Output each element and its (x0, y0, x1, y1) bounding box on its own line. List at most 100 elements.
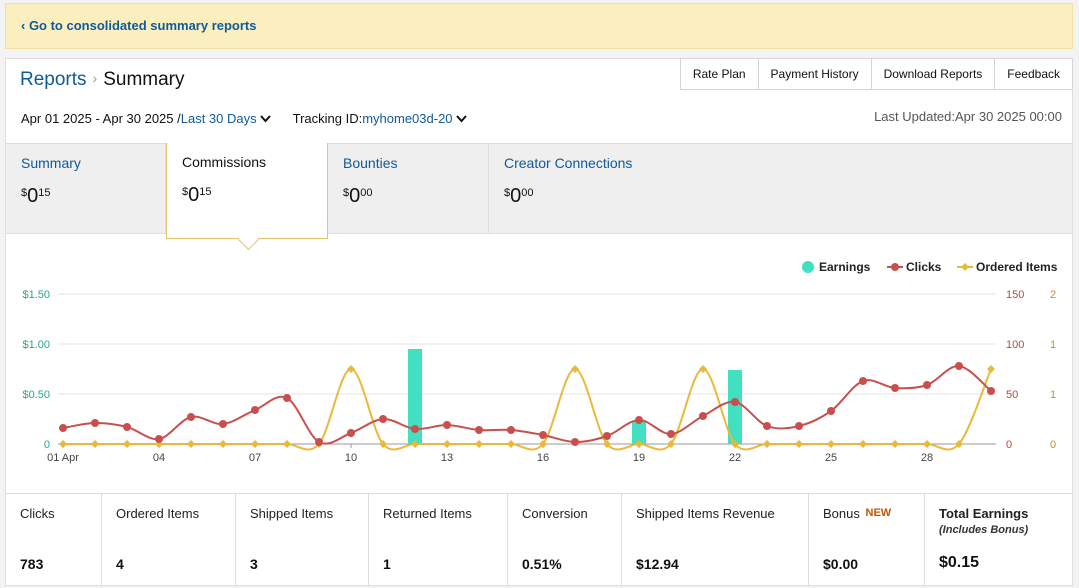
stat-returned-items: Returned Items 1 (369, 494, 508, 586)
download-reports-button[interactable]: Download Reports (870, 58, 996, 90)
stat-label: Conversion (522, 506, 588, 521)
x-axis-tick-label: 25 (825, 452, 837, 464)
clicks-point (571, 438, 579, 446)
stat-label: Clicks (20, 506, 55, 521)
report-toolbar: Rate Plan Payment History Download Repor… (679, 58, 1073, 90)
earnings-chart: $1.50 150 2$1.00 100 1$0.50 50 10 0 001 Apr 04 07 1… (22, 260, 1058, 464)
x-axis-tick-label: 04 (153, 452, 165, 464)
clicks-point (379, 415, 387, 423)
legend-earnings-marker (802, 261, 814, 273)
stat-shipped-revenue: Shipped Items Revenue $12.94 (622, 494, 809, 586)
legend-ordered-label: Ordered Items (976, 260, 1058, 274)
x-axis-tick-label: 22 (729, 452, 741, 464)
stat-value: 0.51% (522, 556, 562, 572)
stat-value: 4 (116, 556, 124, 572)
payment-history-button[interactable]: Payment History (757, 58, 872, 90)
tab-creator-connections[interactable]: Creator Connections $000 (489, 144, 709, 233)
clicks-axis-tick-label: 50 (1006, 389, 1018, 401)
clicks-axis-tick-label: 150 (1006, 289, 1024, 301)
tracking-id-dropdown[interactable]: Tracking ID:myhome03d-20 (293, 111, 467, 126)
new-badge: NEW (865, 507, 892, 519)
ordered-items-point (699, 365, 707, 373)
ordered-items-point (187, 440, 195, 448)
tab-commissions-label: Commissions (182, 154, 267, 170)
clicks-point (987, 387, 995, 395)
stat-label: Total Earnings (Includes Bonus) (939, 506, 1058, 536)
x-axis-tick-label: 28 (921, 452, 933, 464)
clicks-point (283, 394, 291, 402)
tab-summary-label: Summary (21, 155, 81, 171)
clicks-line (62, 365, 992, 445)
clicks-point (859, 377, 867, 385)
x-axis-tick-label: 01 Apr (47, 452, 79, 464)
earnings-tabs: Summary $015 Commissions $015 Bounties $… (6, 143, 1072, 239)
ordered-items-point (827, 440, 835, 448)
clicks-axis-tick-label: 100 (1006, 339, 1024, 351)
filter-row: Apr 01 2025 - Apr 30 2025 / Last 30 Days… (21, 111, 467, 126)
clicks-point (923, 381, 931, 389)
clicks-point (507, 426, 515, 434)
ordered-items-point (59, 440, 67, 448)
clicks-point (155, 435, 163, 443)
earnings-axis-tick-label: $1.50 (22, 289, 50, 301)
period-label: Last 30 Days (180, 111, 257, 126)
consolidated-reports-link[interactable]: ‹ Go to consolidated summary reports (21, 18, 257, 33)
stat-value: 1 (383, 556, 391, 572)
chevron-down-icon (455, 114, 467, 126)
legend-ordered-marker (961, 263, 969, 271)
stat-conversion: Conversion 0.51% (508, 494, 622, 586)
clicks-point (763, 422, 771, 430)
page-title: Summary (103, 69, 185, 90)
clicks-point (251, 406, 259, 414)
tab-summary[interactable]: Summary $015 (6, 144, 166, 233)
stat-value: 783 (20, 556, 44, 572)
tab-bounties-label: Bounties (343, 155, 398, 171)
chevron-down-icon (259, 114, 271, 126)
tab-bounties[interactable]: Bounties $000 (328, 144, 489, 233)
ordered-items-point (859, 440, 867, 448)
consolidated-reports-banner: ‹ Go to consolidated summary reports (5, 3, 1073, 49)
date-range-text: Apr 01 2025 - Apr 30 2025 / (21, 111, 181, 126)
clicks-point (795, 422, 803, 430)
tab-summary-amount: $015 (21, 185, 51, 207)
x-axis-tick-label: 13 (441, 452, 453, 464)
ordered-items-point (891, 440, 899, 448)
ordered-items-point (443, 440, 451, 448)
stat-label: Shipped Items (250, 506, 334, 521)
tab-commissions[interactable]: Commissions $015 (166, 143, 328, 239)
stat-label: Returned Items (383, 506, 472, 521)
ordered-items-point (219, 440, 227, 448)
stat-ordered-items: Ordered Items 4 (102, 494, 236, 586)
clicks-point (667, 430, 675, 438)
clicks-point (635, 416, 643, 424)
breadcrumb-reports-link[interactable]: Reports (20, 69, 87, 90)
clicks-point (411, 425, 419, 433)
tab-creator-connections-amount: $000 (504, 185, 534, 207)
ordered-items-point (571, 365, 579, 373)
stat-label: Ordered Items (116, 506, 200, 521)
stat-value: $0.15 (939, 554, 980, 571)
ordered-items-point (955, 440, 963, 448)
stat-value: $0.00 (823, 556, 859, 572)
ordered-items-point (795, 440, 803, 448)
clicks-axis-tick-label: 0 (1006, 439, 1012, 451)
feedback-button[interactable]: Feedback (994, 58, 1073, 90)
report-panel: Reports › Summary Rate Plan Payment Histor… (5, 58, 1073, 586)
legend-earnings-label: Earnings (819, 260, 871, 274)
ordered-items-point (411, 440, 419, 448)
ordered-items-point (475, 440, 483, 448)
x-axis-tick-label: 16 (537, 452, 549, 464)
clicks-point (731, 398, 739, 406)
stat-label: Shipped Items Revenue (636, 506, 775, 521)
rate-plan-button[interactable]: Rate Plan (679, 58, 759, 90)
earnings-axis-tick-label: $0.50 (22, 389, 50, 401)
period-dropdown[interactable]: Last 30 Days (181, 111, 271, 126)
earnings-bar (632, 421, 646, 444)
legend-clicks-label: Clicks (906, 260, 942, 274)
ordered-items-point (923, 440, 931, 448)
x-axis-tick-label: 07 (249, 452, 261, 464)
earnings-bar (408, 349, 422, 444)
ordered-axis-tick-label: 1 (1050, 389, 1056, 401)
clicks-point (315, 438, 323, 446)
clicks-point (475, 426, 483, 434)
